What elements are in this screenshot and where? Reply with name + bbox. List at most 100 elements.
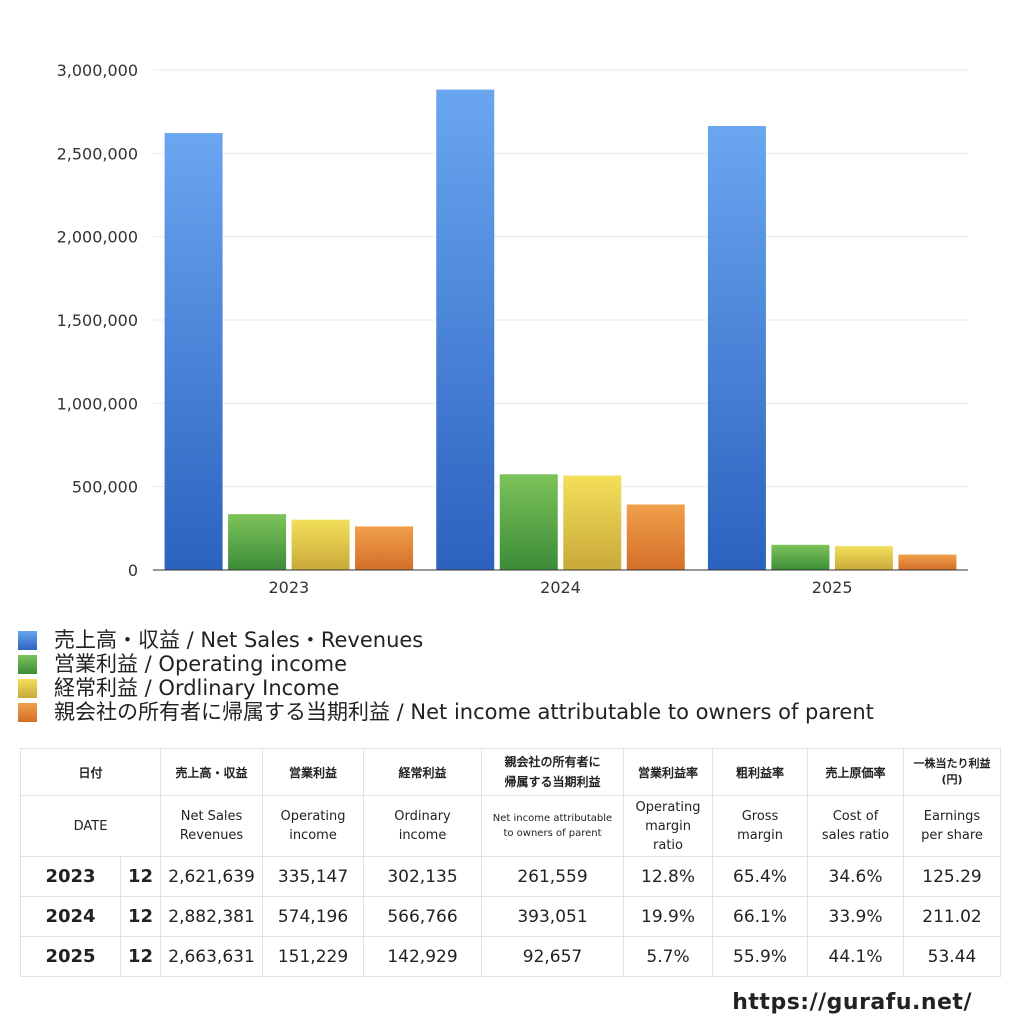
- header-gross-en: Gross margin: [712, 795, 809, 857]
- header-ordinary-en: Ordinary income: [363, 795, 483, 857]
- row-eps: 53.44: [903, 936, 1002, 977]
- header-cost-en: Cost of sales ratio: [807, 795, 905, 857]
- row-month: 12: [119, 896, 162, 937]
- header-operating-en-line2: income: [289, 828, 337, 843]
- row-month: 12: [119, 936, 162, 977]
- bar-2023-series-3: [355, 526, 414, 570]
- row-net-income: 261,559: [481, 856, 625, 897]
- row-operating: 574,196: [262, 896, 365, 937]
- legend-item-ordinary-income: 経常利益 / Ordlinary Income: [18, 676, 874, 700]
- legend-item-net-sales: 売上高・収益 / Net Sales・Revenues: [18, 628, 874, 652]
- legend-swatch-net-sales: [18, 631, 37, 650]
- header-net-income-jp-line2: 帰属する当期利益: [504, 775, 601, 789]
- bar-2024-series-3: [626, 504, 685, 570]
- bar-chart: 0 500,000 1,000,000 1,500,000 2,000,000 2,500…: [57, 61, 968, 597]
- row-ordinary: 302,135: [363, 856, 483, 897]
- header-net-income-jp-line1: 親会社の所有者に: [504, 755, 601, 769]
- header-eps-en-line1: Earnings: [923, 809, 981, 824]
- header-date-jp: 日付: [19, 748, 162, 796]
- row-cost-ratio: 44.1%: [807, 936, 905, 977]
- row-gross-margin: 65.4%: [712, 856, 809, 897]
- header-op-margin-en-line2: margin: [645, 818, 691, 834]
- row-sales: 2,882,381: [160, 896, 264, 937]
- bar-2025-series-0: [707, 126, 766, 571]
- header-op-margin-jp: 営業利益率: [623, 748, 714, 796]
- row-cost-ratio: 33.9%: [807, 896, 905, 937]
- header-operating-en-line1: Operating: [280, 809, 346, 824]
- header-sales-en-line1: Net Sales: [180, 809, 243, 824]
- header-eps-jp-line1: 一株当たり利益: [913, 757, 991, 770]
- header-gross-en-line2: margin: [737, 828, 783, 843]
- header-cost-en-line2: sales ratio: [821, 828, 890, 843]
- legend-item-net-income-parent: 親会社の所有者に帰属する当期利益 / Net income attributab…: [18, 700, 874, 724]
- header-cost-jp: 売上原価率: [807, 748, 905, 796]
- row-ordinary: 142,929: [363, 936, 483, 977]
- bar-2023-series-2: [291, 519, 350, 570]
- row-op-margin: 19.9%: [623, 896, 714, 937]
- row-net-income: 393,051: [481, 896, 625, 937]
- table-header-en: DATE Net Sales Revenues Operating income…: [19, 795, 1002, 857]
- header-op-margin-en: Operating margin ratio: [623, 795, 714, 857]
- row-year: 2025: [20, 936, 121, 977]
- x-tick-label: 2025: [812, 578, 853, 597]
- header-eps-en-line2: per share: [921, 828, 983, 843]
- bar-2023-series-1: [228, 514, 287, 570]
- row-eps: 211.02: [903, 896, 1002, 937]
- table-row: 2023 12 2,621,639 335,147 302,135 261,55…: [20, 856, 1002, 897]
- legend-item-operating-income: 営業利益 / Operating income: [18, 652, 874, 676]
- header-operating-en: Operating income: [262, 795, 365, 857]
- x-tick-label: 2023: [268, 578, 309, 597]
- y-tick-label: 3,000,000: [57, 61, 138, 80]
- bar-2025-series-3: [898, 554, 957, 570]
- site-url[interactable]: https://gurafu.net/: [732, 990, 972, 1015]
- header-net-income-en-line2: to owners of parent: [503, 828, 602, 839]
- legend-label-ordinary-income: 経常利益 / Ordlinary Income: [54, 676, 340, 700]
- row-net-income: 92,657: [481, 936, 625, 977]
- legend-swatch-operating-income: [18, 655, 37, 674]
- bar-2025-series-2: [834, 546, 893, 570]
- row-ordinary: 566,766: [363, 896, 483, 937]
- header-ordinary-en-line1: Ordinary: [394, 809, 451, 824]
- legend-label-net-sales: 売上高・収益 / Net Sales・Revenues: [54, 628, 424, 652]
- header-net-income-en-line1: Net income attributable: [492, 813, 613, 824]
- bar-2024-series-2: [563, 475, 622, 570]
- legend-label-operating-income: 営業利益 / Operating income: [54, 652, 348, 676]
- header-net-income-jp: 親会社の所有者に 帰属する当期利益: [481, 748, 625, 796]
- table-header-jp: 日付 売上高・収益 営業利益 経常利益 親会社の所有者に 帰属する当期利益 営業…: [19, 748, 1002, 796]
- y-tick-label: 1,500,000: [57, 311, 138, 330]
- legend-swatch-net-income-parent: [18, 703, 37, 722]
- row-cost-ratio: 34.6%: [807, 856, 905, 897]
- row-operating: 335,147: [262, 856, 365, 897]
- tick-labels: 0 500,000 1,000,000 1,500,000 2,000,000 2,500…: [57, 61, 853, 597]
- header-eps-jp-line2: (円): [941, 773, 963, 786]
- header-ordinary-en-line2: income: [398, 828, 447, 843]
- header-sales-en: Net Sales Revenues: [160, 795, 264, 857]
- row-sales: 2,663,631: [160, 936, 264, 977]
- bar-2023-series-0: [164, 133, 223, 570]
- row-year: 2023: [20, 856, 121, 897]
- y-tick-label: 2,500,000: [57, 144, 138, 163]
- legend-label-net-income-parent: 親会社の所有者に帰属する当期利益 / Net income attributab…: [54, 700, 874, 724]
- header-eps-en: Earnings per share: [903, 795, 1002, 857]
- bar-2024-series-0: [436, 89, 495, 571]
- bar-2024-series-1: [499, 474, 558, 570]
- row-gross-margin: 55.9%: [712, 936, 809, 977]
- header-cost-en-line1: Cost of: [832, 809, 879, 824]
- row-gross-margin: 66.1%: [712, 896, 809, 937]
- y-tick-label: 1,000,000: [57, 394, 138, 413]
- header-eps-jp: 一株当たり利益 (円): [903, 748, 1002, 796]
- header-sales-en-line2: Revenues: [179, 828, 244, 843]
- header-gross-en-line1: Gross: [741, 809, 779, 824]
- row-year: 2024: [20, 896, 121, 937]
- legend-swatch-ordinary-income: [18, 679, 37, 698]
- header-ordinary-jp: 経常利益: [363, 748, 483, 796]
- header-operating-jp: 営業利益: [262, 748, 365, 796]
- header-net-income-en: Net income attributable to owners of par…: [481, 795, 625, 857]
- y-tick-label: 0: [128, 561, 138, 580]
- bar-2025-series-1: [771, 544, 830, 570]
- header-sales-jp: 売上高・収益: [160, 748, 264, 796]
- row-month: 12: [119, 856, 162, 897]
- table-row: 2025 12 2,663,631 151,229 142,929 92,657…: [20, 936, 1002, 977]
- chart-legend: 売上高・収益 / Net Sales・Revenues 営業利益 / Opera…: [18, 628, 874, 724]
- header-op-margin-en-line3: ratio: [653, 837, 683, 853]
